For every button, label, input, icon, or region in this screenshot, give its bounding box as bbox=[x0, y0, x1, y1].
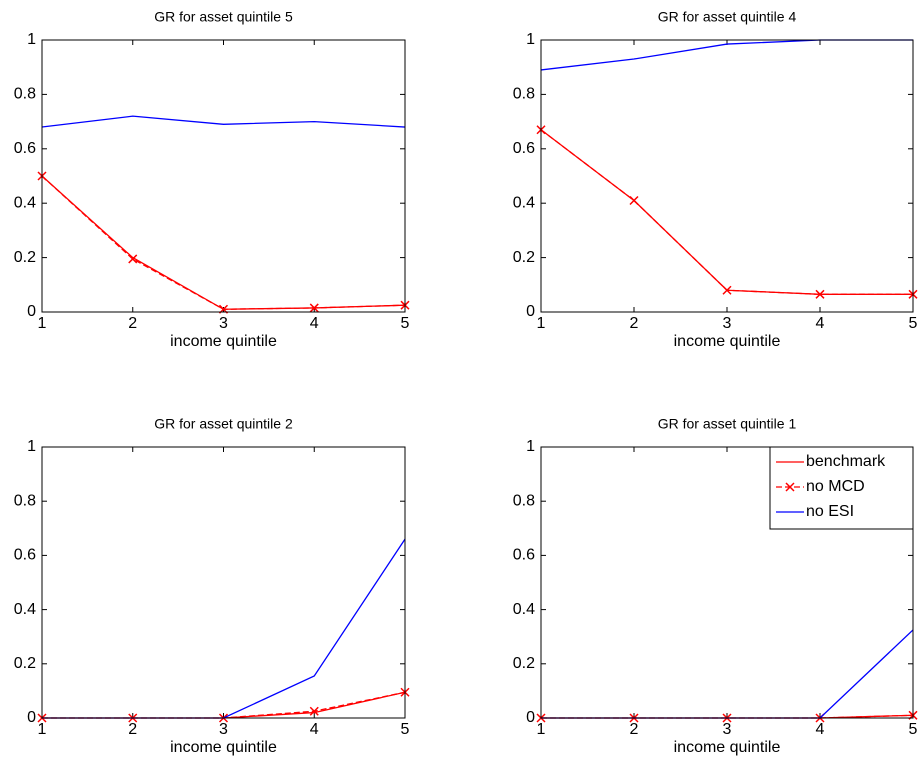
y-tick-label: 0.2 bbox=[513, 655, 535, 672]
chart-title: GR for asset quintile 1 bbox=[658, 416, 797, 432]
series-line bbox=[540, 129, 913, 295]
y-tick-label: 0 bbox=[27, 303, 36, 320]
series-line bbox=[541, 629, 914, 719]
y-tick-label: 0.6 bbox=[14, 140, 36, 157]
y-tick-label: 0.2 bbox=[513, 249, 535, 266]
x-tick-label: 3 bbox=[219, 315, 228, 332]
y-tick-label: 0.2 bbox=[14, 249, 36, 266]
legend-label: no ESI bbox=[806, 503, 854, 520]
x-tick-label: 3 bbox=[723, 315, 732, 332]
y-tick-label: 1 bbox=[526, 438, 535, 455]
series-line bbox=[41, 115, 406, 128]
axes-box bbox=[540, 446, 914, 719]
x-tick-label: 2 bbox=[630, 721, 639, 738]
y-tick-label: 0.6 bbox=[513, 140, 535, 157]
x-tick-label: 4 bbox=[310, 315, 319, 332]
y-tick-label: 0 bbox=[526, 709, 535, 726]
chart-title: GR for asset quintile 2 bbox=[154, 416, 293, 432]
y-tick-label: 1 bbox=[526, 31, 535, 48]
legend-label: no MCD bbox=[806, 478, 865, 495]
marker bbox=[629, 195, 639, 206]
x-tick-label: 5 bbox=[401, 721, 410, 738]
y-tick-label: 1 bbox=[27, 438, 36, 455]
chart-title: GR for asset quintile 5 bbox=[154, 9, 293, 25]
y-tick-label: 0.4 bbox=[14, 601, 36, 618]
marker bbox=[722, 285, 732, 295]
x-tick-label: 1 bbox=[537, 721, 546, 738]
y-tick-label: 0 bbox=[526, 303, 535, 320]
x-axis-label: income quintile bbox=[674, 739, 781, 756]
chart-title: GR for asset quintile 4 bbox=[658, 9, 797, 25]
legend-box bbox=[769, 446, 914, 530]
marker bbox=[309, 303, 319, 313]
x-tick-label: 5 bbox=[401, 315, 410, 332]
legend-marker bbox=[785, 482, 795, 492]
y-tick-label: 0.6 bbox=[14, 547, 36, 564]
x-tick-label: 1 bbox=[38, 315, 47, 332]
series-line bbox=[41, 175, 406, 310]
marker bbox=[815, 289, 825, 299]
y-tick-label: 0.8 bbox=[14, 86, 36, 103]
y-tick-label: 0.8 bbox=[513, 492, 535, 509]
axes-box bbox=[540, 39, 914, 313]
x-axis-label: income quintile bbox=[674, 333, 781, 350]
y-tick-label: 0.2 bbox=[14, 655, 36, 672]
y-tick-label: 1 bbox=[27, 31, 36, 48]
axes-box bbox=[41, 39, 406, 313]
x-tick-label: 2 bbox=[128, 315, 137, 332]
x-tick-label: 1 bbox=[38, 721, 47, 738]
y-tick-label: 0.4 bbox=[14, 194, 36, 211]
x-tick-label: 3 bbox=[723, 721, 732, 738]
legend-label: benchmark bbox=[806, 453, 886, 470]
y-tick-label: 0 bbox=[27, 709, 36, 726]
marker bbox=[128, 254, 138, 264]
x-axis-label: income quintile bbox=[170, 739, 277, 756]
x-tick-label: 3 bbox=[219, 721, 228, 738]
x-tick-label: 2 bbox=[630, 315, 639, 332]
x-tick-label: 5 bbox=[909, 315, 918, 332]
x-tick-label: 4 bbox=[816, 315, 825, 332]
x-tick-label: 4 bbox=[310, 721, 319, 738]
y-tick-label: 0.4 bbox=[513, 194, 535, 211]
axes-box bbox=[41, 446, 406, 719]
y-tick-label: 0.4 bbox=[513, 601, 535, 618]
series-line bbox=[42, 538, 406, 719]
marker bbox=[309, 706, 319, 716]
x-axis-label: income quintile bbox=[170, 333, 277, 350]
y-tick-label: 0.8 bbox=[14, 492, 36, 509]
x-tick-label: 4 bbox=[816, 721, 825, 738]
x-tick-label: 1 bbox=[537, 315, 546, 332]
x-tick-label: 5 bbox=[909, 721, 918, 738]
series-line bbox=[540, 129, 913, 295]
series-line bbox=[41, 175, 406, 310]
y-tick-label: 0.6 bbox=[513, 547, 535, 564]
x-tick-label: 2 bbox=[128, 721, 137, 738]
y-tick-label: 0.8 bbox=[513, 86, 535, 103]
series-line bbox=[540, 39, 913, 71]
